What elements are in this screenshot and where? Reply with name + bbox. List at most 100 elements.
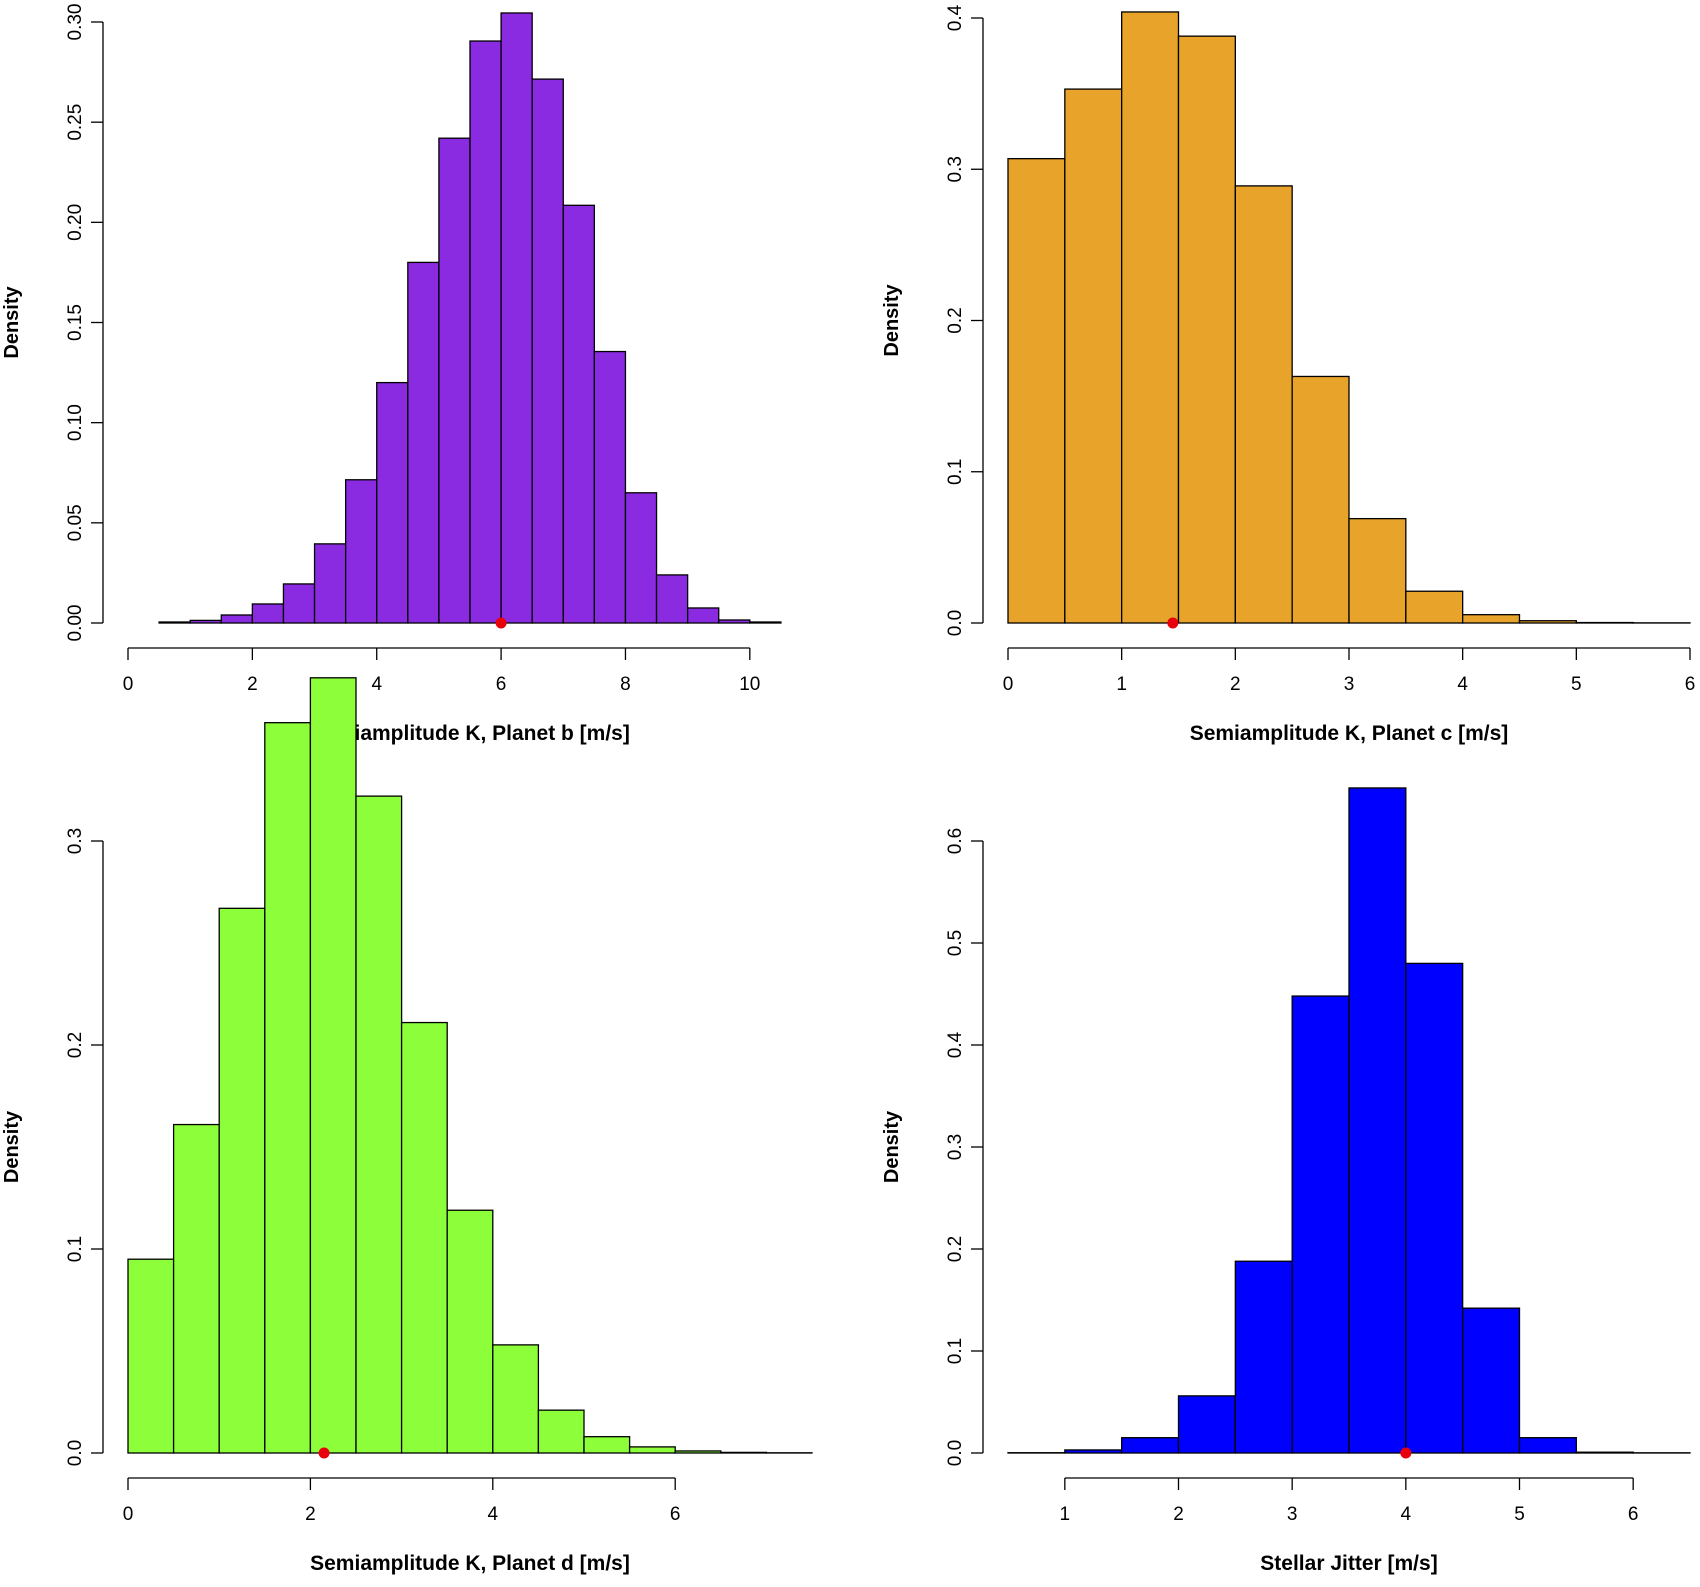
histogram-bar: [1576, 1452, 1633, 1453]
histogram-bar: [750, 622, 781, 623]
histogram-bar: [538, 1410, 584, 1453]
histogram-bar: [402, 1023, 448, 1453]
histogram-bar: [721, 1452, 767, 1453]
x-tick-label: 8: [620, 674, 631, 695]
x-tick-label: 1: [1116, 674, 1127, 695]
histogram-bar: [174, 1125, 220, 1453]
histogram-bar: [447, 1210, 493, 1453]
histogram-bar: [128, 1259, 174, 1453]
x-tick-label: 4: [1457, 674, 1468, 695]
x-tick-label: 3: [1287, 1504, 1298, 1525]
y-tick-label: 0.3: [945, 1134, 966, 1160]
y-axis-title: Density: [881, 284, 903, 357]
histogram-bar: [1235, 1261, 1292, 1453]
x-tick-label: 5: [1571, 674, 1582, 695]
y-tick-label: 0.25: [65, 104, 86, 141]
x-tick-label: 2: [1173, 1504, 1184, 1525]
y-axis-title: Density: [1, 1110, 23, 1183]
y-tick-label: 0.0: [945, 610, 966, 636]
histogram-bar: [190, 620, 221, 623]
estimate-marker: [1167, 618, 1178, 629]
histogram-bar: [1292, 996, 1349, 1453]
histogram-bar: [1065, 89, 1122, 623]
histogram-bar: [657, 575, 688, 623]
y-tick-label: 0.2: [945, 307, 966, 333]
histogram-bar: [1179, 36, 1236, 623]
histogram-bar: [719, 620, 750, 623]
y-tick-label: 0.0: [945, 1440, 966, 1466]
x-axis-title: Semiamplitude K, Planet c [m/s]: [1190, 722, 1509, 745]
histogram-bar: [493, 1345, 539, 1453]
histogram-bar: [159, 622, 190, 623]
histogram-bar: [1349, 788, 1406, 1453]
x-axis-title: Stellar Jitter [m/s]: [1260, 1552, 1437, 1575]
x-tick-label: 6: [1628, 1504, 1639, 1525]
histogram-bar: [219, 908, 265, 1453]
histogram-bar: [1008, 159, 1065, 623]
y-tick-label: 0.00: [65, 605, 86, 642]
histogram-bar: [1292, 376, 1349, 623]
histogram-bar: [1235, 186, 1292, 623]
histogram-bar: [584, 1437, 630, 1453]
y-tick-label: 0.4: [945, 4, 966, 31]
histogram-bar: [346, 480, 377, 623]
histogram-bar: [356, 796, 402, 1453]
histogram-bar: [625, 493, 656, 623]
y-axis-title: Density: [1, 286, 23, 359]
y-tick-label: 0.3: [65, 828, 86, 854]
y-axis-title: Density: [881, 1110, 903, 1183]
histogram-bar: [439, 138, 470, 623]
x-tick-label: 2: [247, 674, 258, 695]
histogram-bar: [1349, 519, 1406, 623]
histogram-bar: [1122, 12, 1179, 623]
histogram-bar: [688, 608, 719, 623]
y-tick-label: 0.2: [945, 1236, 966, 1262]
histogram-bar: [1179, 1396, 1236, 1453]
y-tick-label: 0.4: [945, 1031, 966, 1058]
x-tick-label: 2: [305, 1504, 316, 1525]
histogram-bar: [630, 1447, 676, 1453]
x-tick-label: 0: [1003, 674, 1014, 695]
histogram-bar: [1520, 621, 1577, 623]
y-tick-label: 0.1: [65, 1236, 86, 1262]
y-tick-label: 0.20: [65, 204, 86, 241]
x-tick-label: 3: [1344, 674, 1355, 695]
x-axis-title: Semiamplitude K, Planet b [m/s]: [310, 722, 630, 745]
histogram-bar: [221, 615, 252, 623]
x-tick-label: 4: [371, 674, 382, 695]
histogram-bar: [408, 262, 439, 623]
histogram-bar: [283, 584, 314, 623]
y-tick-label: 0.3: [945, 156, 966, 182]
estimate-marker: [1400, 1448, 1411, 1459]
x-tick-label: 6: [1685, 674, 1696, 695]
histogram-bar: [532, 79, 563, 623]
histogram-bar: [265, 723, 311, 1453]
x-tick-label: 6: [670, 1504, 681, 1525]
histogram-bar: [1406, 591, 1463, 623]
y-tick-label: 0.1: [945, 459, 966, 485]
histogram-bar: [252, 604, 283, 623]
y-tick-label: 0.5: [945, 930, 966, 956]
estimate-marker: [496, 618, 507, 629]
histogram-bar: [1406, 963, 1463, 1453]
histogram-bar: [310, 678, 356, 1453]
histogram-bar: [377, 383, 408, 623]
y-tick-label: 0.05: [65, 504, 86, 541]
y-tick-label: 0.15: [65, 304, 86, 341]
y-tick-label: 0.6: [945, 828, 966, 854]
histogram-bar: [501, 13, 532, 623]
histogram-bar: [1520, 1438, 1577, 1453]
x-tick-label: 4: [1401, 1504, 1412, 1525]
histogram-bar: [1463, 615, 1520, 623]
histogram-bar: [594, 352, 625, 623]
x-tick-label: 5: [1514, 1504, 1525, 1525]
y-tick-label: 0.1: [945, 1338, 966, 1364]
histogram-bar: [470, 41, 501, 623]
x-axis-title: Semiamplitude K, Planet d [m/s]: [310, 1552, 630, 1575]
x-tick-label: 0: [123, 674, 134, 695]
